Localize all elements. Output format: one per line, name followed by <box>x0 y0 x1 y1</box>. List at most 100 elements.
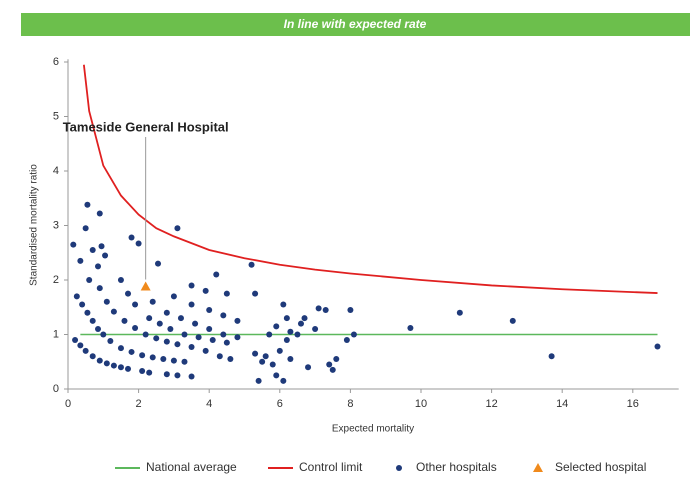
y-tick-label: 3 <box>53 219 59 231</box>
y-tick-label: 0 <box>53 383 59 395</box>
point <box>206 306 213 313</box>
point <box>202 347 209 354</box>
x-axis-label: Expected mortality <box>332 424 414 435</box>
point <box>195 334 202 341</box>
point <box>509 317 516 324</box>
point <box>333 356 340 363</box>
point <box>128 348 135 355</box>
point <box>259 358 266 365</box>
point <box>82 347 89 354</box>
point <box>132 301 139 308</box>
point <box>96 285 103 292</box>
point <box>305 364 312 371</box>
point <box>156 320 163 327</box>
point <box>132 324 139 331</box>
legend-label: Other hospitals <box>416 460 497 474</box>
point <box>407 324 414 331</box>
point <box>220 331 227 338</box>
point <box>315 305 322 312</box>
point <box>266 331 273 338</box>
point <box>82 225 89 232</box>
point <box>287 328 294 335</box>
point <box>456 309 463 316</box>
point <box>86 277 93 283</box>
point <box>192 320 199 327</box>
point <box>343 336 350 343</box>
point <box>223 290 230 297</box>
point <box>167 326 174 333</box>
point <box>213 271 220 278</box>
point <box>654 343 661 350</box>
point <box>548 353 555 360</box>
point <box>146 315 153 322</box>
legend-swatch <box>396 465 402 471</box>
point <box>139 352 146 359</box>
point <box>153 335 160 342</box>
point <box>206 326 213 333</box>
x-tick-label: 10 <box>415 398 427 410</box>
x-tick-label: 4 <box>206 398 212 410</box>
point <box>252 290 259 297</box>
point <box>248 261 255 268</box>
point <box>117 345 124 352</box>
point <box>273 372 280 379</box>
point <box>135 240 142 247</box>
point <box>163 309 170 316</box>
chart-title: In line with expected rate <box>284 17 427 31</box>
point <box>329 366 336 373</box>
point <box>174 372 181 379</box>
y-tick-label: 1 <box>53 328 59 340</box>
point <box>163 338 170 345</box>
point <box>79 301 86 308</box>
point <box>234 317 241 324</box>
point <box>96 210 103 217</box>
point <box>188 301 195 308</box>
point <box>188 282 195 289</box>
x-tick-label: 6 <box>277 398 283 410</box>
point <box>350 331 357 338</box>
point <box>110 308 117 315</box>
x-tick-label: 14 <box>556 398 568 410</box>
point <box>269 361 276 368</box>
point <box>77 342 84 349</box>
x-tick-label: 0 <box>65 398 71 410</box>
point <box>252 350 259 357</box>
point <box>280 377 287 384</box>
point <box>155 260 162 267</box>
point <box>125 290 132 297</box>
legend-label: Selected hospital <box>555 460 646 474</box>
point <box>188 344 195 351</box>
point <box>287 356 294 363</box>
point <box>273 323 280 330</box>
point <box>294 331 301 338</box>
point <box>297 320 304 327</box>
point <box>110 362 117 369</box>
point <box>234 334 241 341</box>
point <box>142 331 149 338</box>
point <box>121 317 128 324</box>
point <box>98 243 105 250</box>
y-tick-label: 2 <box>53 274 59 286</box>
x-tick-label: 8 <box>347 398 353 410</box>
y-tick-label: 4 <box>53 165 59 177</box>
point <box>160 356 167 363</box>
y-tick-label: 5 <box>53 110 59 122</box>
point <box>181 331 188 338</box>
point <box>70 241 77 248</box>
point <box>301 315 308 322</box>
point <box>216 353 223 360</box>
point <box>103 298 110 305</box>
point <box>103 360 110 367</box>
series-line <box>82 64 658 294</box>
annotation: Tameside General Hospital <box>63 119 229 134</box>
point <box>73 293 80 300</box>
point <box>177 315 184 322</box>
point <box>95 263 102 270</box>
point <box>181 358 188 365</box>
point <box>84 309 91 316</box>
point <box>312 326 319 333</box>
point <box>223 339 230 346</box>
y-axis-label: Standardised mortality ratio <box>29 164 40 286</box>
point <box>262 353 269 360</box>
